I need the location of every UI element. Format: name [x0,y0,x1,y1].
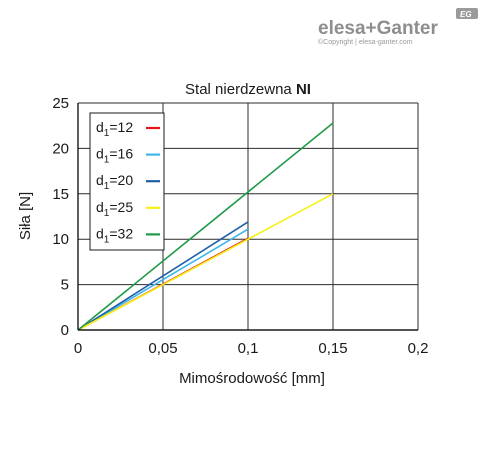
chart-title: Stal nierdzewna NI [185,81,311,98]
x-tick-label: 0,1 [238,340,259,357]
axes [77,103,418,331]
eg-badge-text: EG [460,10,472,19]
chart-title-prefix: Stal nierdzewna [185,81,296,98]
series-line-d1=20 [77,221,249,331]
legend-label-d1=20: d1=20 [96,172,133,192]
x-tick-label: 0 [74,340,82,357]
y-tick-label: 15 [52,186,69,203]
x-tick-label: 0,05 [148,340,177,357]
series-line-d1=16 [77,228,249,331]
y-axis-label: Siła [N] [17,192,34,240]
legend-label-d1=12: d1=12 [96,119,133,139]
y-tick-label: 5 [61,277,69,294]
legend-label-d1=16: d1=16 [96,146,133,166]
series-line-d1=25 [77,193,334,331]
y-tick-label: 0 [61,322,69,339]
legend-label-d1=32: d1=32 [96,225,133,245]
brand-logo: EG elesa+Ganter ©Copyright | elesa-gante… [318,8,478,46]
y-tick-label: 20 [52,140,69,157]
x-axis-label: Mimośrodowość [mm] [179,370,325,387]
y-tick-label: 25 [52,95,69,112]
legend-label-d1=25: d1=25 [96,199,133,219]
chart-title-bold: NI [296,81,311,98]
brand-logo-text: elesa+Ganter [318,18,438,39]
series-lines [77,122,334,331]
x-tick-label: 0,2 [408,340,429,357]
eg-badge [456,8,478,19]
x-tick-label: 0,15 [318,340,347,357]
y-tick-label: 10 [52,231,69,248]
legend: d1=12 d1=16 d1=20 d1=25 d1=32 [89,112,165,251]
brand-copyright: ©Copyright | elesa-ganter.com [318,38,413,46]
series-line-d1=32 [77,122,334,331]
tick-labels: 0 0,05 0,1 0,15 0,2 0 5 10 15 20 25 [52,95,428,357]
